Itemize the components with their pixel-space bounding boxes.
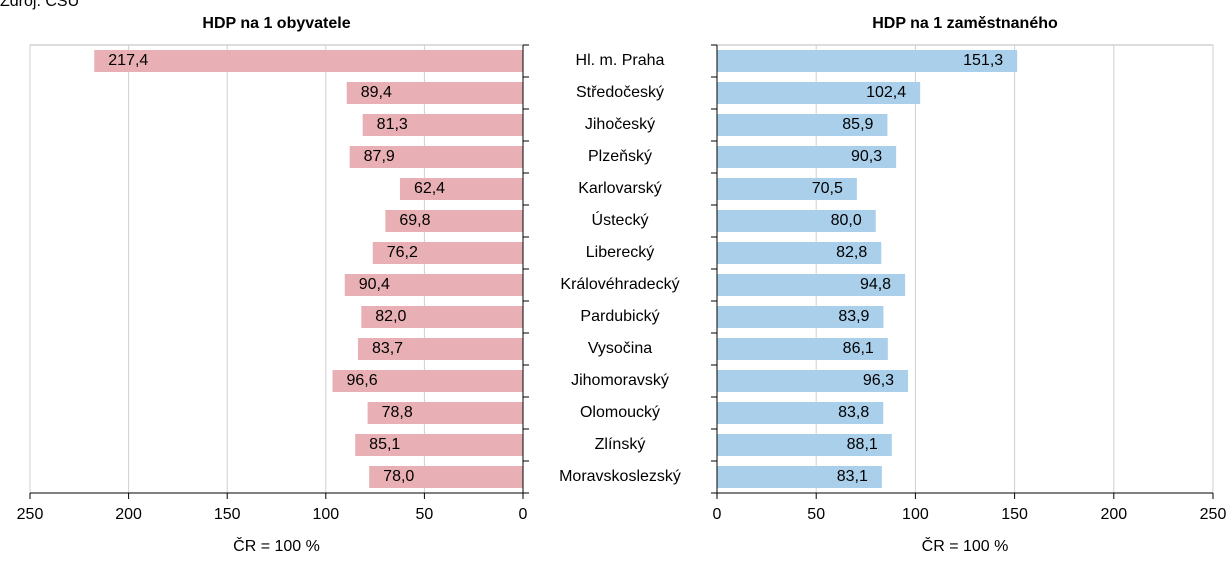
category-label: Pardubický bbox=[580, 308, 659, 325]
bar bbox=[717, 178, 857, 200]
value-label: 78,8 bbox=[382, 404, 413, 421]
value-label: 62,4 bbox=[414, 180, 445, 197]
category-label: Liberecký bbox=[586, 244, 654, 261]
bar bbox=[346, 82, 523, 104]
category-label: Středočeský bbox=[576, 84, 664, 101]
value-label: 102,4 bbox=[866, 84, 906, 101]
category-label: Karlovarský bbox=[578, 180, 662, 197]
x-tick-label: 250 bbox=[1200, 506, 1227, 523]
value-label: 85,9 bbox=[842, 116, 873, 133]
value-label: 89,4 bbox=[361, 84, 392, 101]
category-label: Olomoucký bbox=[580, 404, 660, 421]
value-label: 83,8 bbox=[838, 404, 869, 421]
bar bbox=[717, 210, 876, 232]
value-label: 85,1 bbox=[369, 436, 400, 453]
value-label: 81,3 bbox=[377, 116, 408, 133]
x-tick-label: 150 bbox=[1001, 506, 1028, 523]
value-label: 90,4 bbox=[359, 276, 390, 293]
value-label: 151,3 bbox=[963, 52, 1003, 69]
value-label: 88,1 bbox=[847, 436, 878, 453]
category-label: Plzeňský bbox=[588, 148, 652, 165]
bar bbox=[355, 434, 523, 456]
category-label: Královéhradecký bbox=[560, 276, 679, 293]
bar bbox=[361, 306, 523, 328]
bar bbox=[362, 114, 523, 136]
bar bbox=[344, 274, 523, 296]
value-label: 70,5 bbox=[812, 180, 843, 197]
category-label: Zlínský bbox=[595, 436, 646, 453]
bar bbox=[717, 434, 892, 456]
x-tick-label: 0 bbox=[713, 506, 722, 523]
bar bbox=[372, 242, 523, 264]
bar bbox=[717, 242, 882, 264]
value-label: 86,1 bbox=[843, 340, 874, 357]
category-label: Ústecký bbox=[592, 210, 649, 229]
panel-title: HDP na 1 obyvatele bbox=[202, 15, 350, 32]
category-label: Jihomoravský bbox=[571, 372, 669, 389]
x-tick-label: 50 bbox=[416, 506, 434, 523]
bar bbox=[717, 370, 909, 392]
bar bbox=[357, 338, 523, 360]
category-label: Jihočeský bbox=[585, 116, 655, 133]
value-label: 83,9 bbox=[838, 308, 869, 325]
bar bbox=[717, 50, 1018, 72]
x-tick-label: 200 bbox=[115, 506, 142, 523]
value-label: 78,0 bbox=[383, 468, 414, 485]
bar bbox=[717, 274, 906, 296]
bar bbox=[717, 402, 884, 424]
category-label: Vysočina bbox=[588, 340, 652, 357]
plot-frame bbox=[29, 44, 524, 494]
plot-frame bbox=[716, 44, 1214, 494]
value-label: 82,8 bbox=[836, 244, 867, 261]
bar bbox=[717, 306, 884, 328]
bar bbox=[367, 402, 523, 424]
bar bbox=[717, 338, 888, 360]
bar bbox=[369, 466, 523, 488]
x-tick-label: 150 bbox=[214, 506, 241, 523]
bar bbox=[349, 146, 523, 168]
bar bbox=[717, 466, 882, 488]
x-axis-label: ČR = 100 % bbox=[233, 536, 320, 555]
bar bbox=[717, 114, 888, 136]
bar bbox=[399, 178, 523, 200]
x-tick-label: 250 bbox=[17, 506, 44, 523]
value-label: 82,0 bbox=[375, 308, 406, 325]
bar bbox=[385, 210, 523, 232]
source-note: Zdroj: ČSÚ bbox=[0, 0, 79, 10]
value-label: 87,9 bbox=[364, 148, 395, 165]
x-tick-label: 0 bbox=[519, 506, 528, 523]
x-tick-label: 200 bbox=[1100, 506, 1127, 523]
bar bbox=[94, 50, 523, 72]
value-label: 96,6 bbox=[347, 372, 378, 389]
category-label: Hl. m. Praha bbox=[576, 52, 665, 69]
value-label: 83,1 bbox=[837, 468, 868, 485]
category-label: Moravskoslezský bbox=[559, 468, 681, 485]
value-label: 90,3 bbox=[851, 148, 882, 165]
value-label: 76,2 bbox=[387, 244, 418, 261]
x-tick-label: 100 bbox=[312, 506, 339, 523]
bar bbox=[717, 146, 897, 168]
value-label: 94,8 bbox=[860, 276, 891, 293]
value-label: 217,4 bbox=[108, 52, 148, 69]
value-label: 80,0 bbox=[831, 212, 862, 229]
bar bbox=[717, 82, 921, 104]
value-label: 69,8 bbox=[399, 212, 430, 229]
x-tick-label: 50 bbox=[807, 506, 825, 523]
x-tick-label: 100 bbox=[902, 506, 929, 523]
value-label: 96,3 bbox=[863, 372, 894, 389]
x-axis-label: ČR = 100 % bbox=[922, 536, 1009, 555]
bar bbox=[332, 370, 523, 392]
value-label: 83,7 bbox=[372, 340, 403, 357]
panel-title: HDP na 1 zaměstnaného bbox=[872, 15, 1058, 32]
